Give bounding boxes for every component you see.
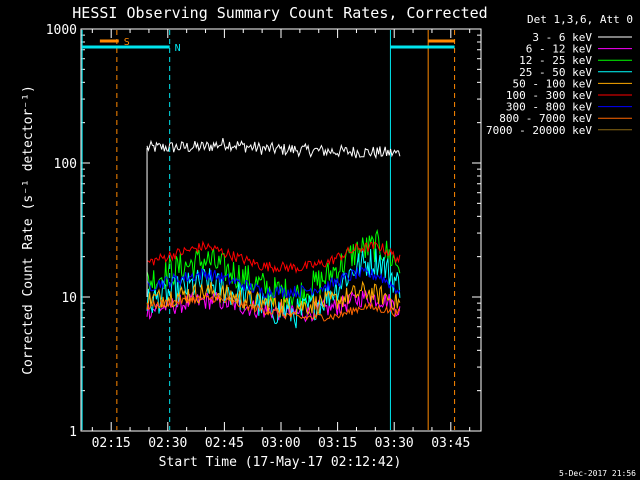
vlines-layer (81, 30, 456, 430)
y-tick-label: 1 (69, 425, 77, 440)
x-tick-label: 03:00 (261, 436, 300, 451)
x-axis-label: Start Time (17-May-17 02:12:42) (159, 455, 402, 470)
series-line (146, 280, 401, 317)
x-tick-label: 02:30 (148, 436, 187, 451)
legend-entry-label: 25 - 50 keV (519, 66, 592, 79)
footer-date: 5-Dec-2017 21:56 (559, 469, 636, 478)
legend-entry-label: 6 - 12 keV (526, 43, 593, 56)
x-tick-label: 02:45 (205, 436, 244, 451)
event-bars-layer: SN (82, 37, 455, 54)
legend-entry-label: 7000 - 20000 keV (486, 124, 592, 137)
legend-header: Det 1,3,6, Att 0 (527, 13, 633, 26)
legend-entry-label: 3 - 6 keV (532, 31, 592, 44)
legend-entry-label: 50 - 100 keV (513, 77, 593, 90)
legend-entry-label: 800 - 7000 keV (499, 112, 592, 125)
legend-entry-label: 100 - 300 keV (506, 89, 592, 102)
x-tick-label: 03:15 (318, 436, 357, 451)
legend-entry-label: 300 - 800 keV (506, 101, 592, 114)
event-bar-label: N (175, 43, 181, 54)
plot-frame (80, 28, 482, 432)
series-line (146, 294, 401, 322)
y-axis-label: Corrected Count Rate (s⁻¹ detector⁻¹) (21, 85, 36, 375)
x-tick-label: 02:15 (92, 436, 131, 451)
legend-entry-label: 12 - 25 keV (519, 54, 592, 67)
x-tick-label: 03:45 (431, 436, 470, 451)
series-line (146, 240, 401, 275)
chart-title: HESSI Observing Summary Count Rates, Cor… (72, 4, 487, 22)
y-tick-label: 1000 (46, 23, 77, 38)
series-line (146, 248, 401, 329)
ticks-layer: 02:15 02:30 02:45 03:00 03:15 03:30 03:45 1 10 10… (46, 23, 481, 451)
y-tick-label: 10 (61, 291, 77, 306)
series-line (146, 137, 401, 160)
event-bar-label: S (124, 37, 130, 48)
series-line (146, 266, 401, 299)
y-tick-label: 100 (54, 157, 77, 172)
series-layer (146, 137, 401, 329)
x-tick-label: 03:30 (375, 436, 414, 451)
